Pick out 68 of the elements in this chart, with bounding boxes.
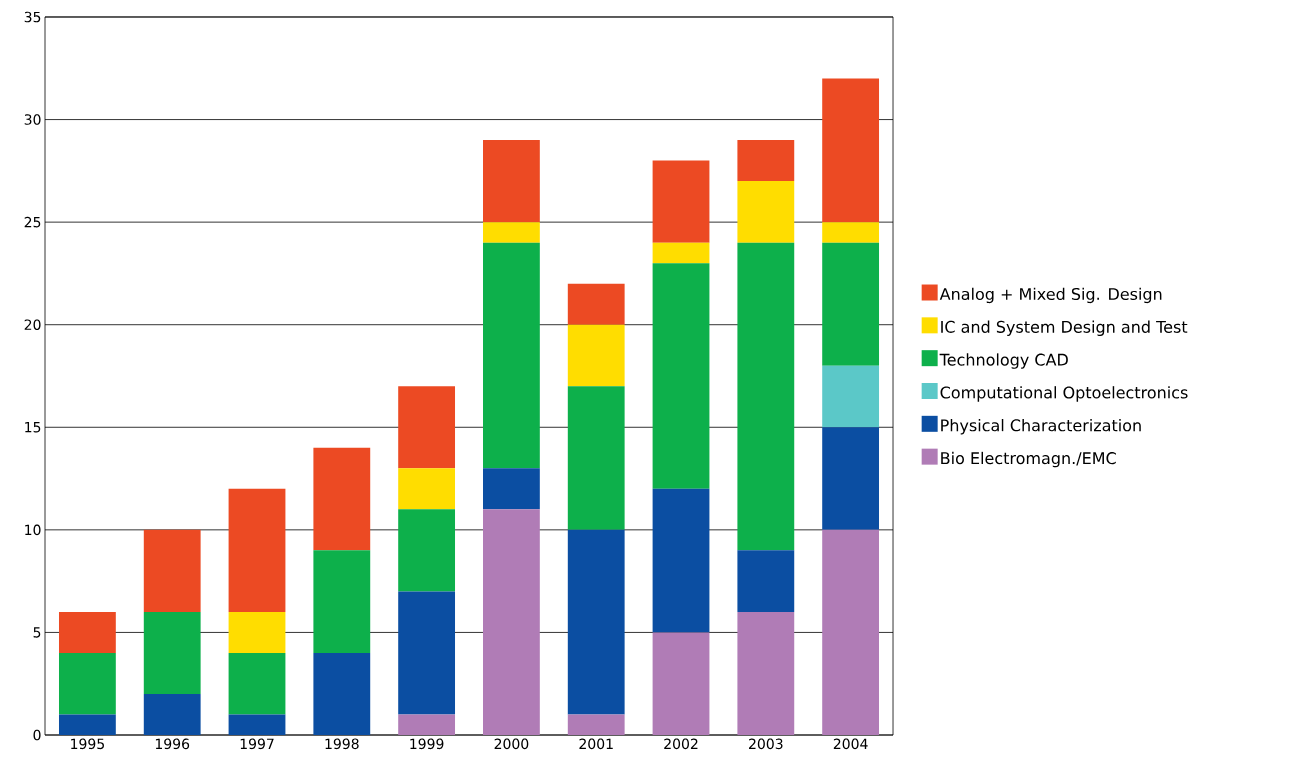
bar [313, 550, 371, 653]
y-tick-label: 20 [24, 319, 41, 331]
x-tick-label: 2002 [664, 738, 698, 750]
bar [398, 591, 456, 715]
legend-label: IC and System Design and Test [941, 320, 1188, 336]
y-tick-label: 35 [24, 11, 41, 23]
bar [737, 611, 795, 735]
legend-label: Bio Electromagn./EMC [941, 451, 1116, 468]
bar [483, 242, 540, 469]
bar [398, 386, 456, 469]
x-tick-label: 1996 [155, 738, 190, 750]
bar [652, 160, 710, 243]
bar [737, 550, 795, 612]
y-tick-label: 0 [33, 729, 41, 741]
bar [313, 447, 371, 551]
bar [398, 468, 456, 510]
legend-label: Computational Optoelectronics [940, 386, 1188, 402]
x-tick-label: 1999 [410, 738, 444, 750]
bar [652, 263, 710, 489]
bar [483, 509, 540, 735]
bar [822, 365, 880, 428]
bar [313, 652, 371, 735]
bar [652, 488, 710, 633]
bar [822, 78, 880, 223]
y-tick-label: 30 [24, 114, 41, 125]
bar [822, 529, 880, 735]
legend-label: Physical Characterization [941, 419, 1141, 435]
bar [58, 714, 116, 735]
bar [228, 611, 286, 653]
bar [58, 611, 116, 653]
bar [483, 140, 540, 223]
bar [822, 242, 880, 366]
bar [483, 222, 540, 243]
bar [58, 652, 116, 715]
x-tick-label: 1998 [325, 738, 359, 750]
bar [737, 140, 795, 182]
bar [652, 632, 710, 735]
y-tick-label: 15 [25, 422, 41, 433]
x-tick-label: 2003 [749, 738, 783, 750]
x-tick-label: 2004 [833, 738, 868, 750]
bar [567, 324, 625, 387]
bar [143, 693, 201, 735]
bar [228, 714, 286, 735]
bar [228, 488, 286, 612]
legend-label: Technology CAD [939, 353, 1068, 369]
x-tick-label: 1995 [71, 738, 104, 750]
bar [652, 242, 710, 264]
y-tick-label: 10 [25, 524, 41, 536]
x-tick-label: 1997 [240, 738, 274, 750]
legend-label: Analog + Mixed Sig. Design [939, 287, 1162, 304]
bar [398, 714, 456, 735]
bar [483, 468, 540, 510]
bar [822, 222, 880, 243]
bar [822, 427, 880, 530]
bar [567, 386, 625, 530]
bar [737, 181, 795, 243]
bar [228, 652, 286, 715]
bar [143, 611, 201, 694]
bar [567, 529, 625, 715]
bar [398, 509, 456, 592]
x-tick-label: 2000 [494, 738, 529, 750]
bar [143, 529, 201, 612]
bar [567, 714, 625, 735]
y-tick-label: 25 [24, 216, 41, 228]
bar [737, 242, 795, 551]
bar [567, 283, 625, 325]
x-tick-label: 2001 [579, 738, 613, 750]
y-tick-label: 5 [33, 627, 41, 638]
